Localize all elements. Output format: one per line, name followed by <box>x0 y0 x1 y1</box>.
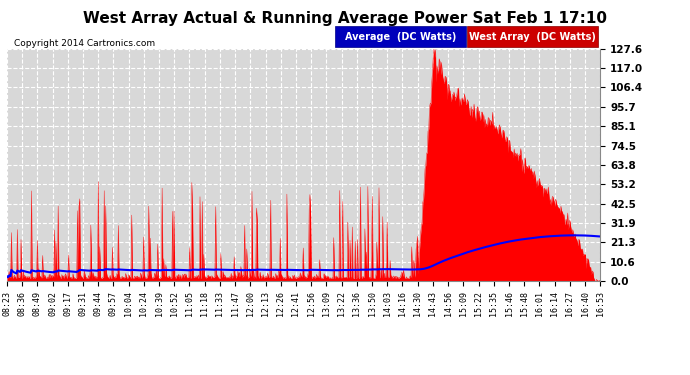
FancyBboxPatch shape <box>467 26 598 47</box>
Text: West Array Actual & Running Average Power Sat Feb 1 17:10: West Array Actual & Running Average Powe… <box>83 11 607 26</box>
Text: Copyright 2014 Cartronics.com: Copyright 2014 Cartronics.com <box>14 39 155 48</box>
Text: West Array  (DC Watts): West Array (DC Watts) <box>469 32 596 42</box>
FancyBboxPatch shape <box>335 26 466 47</box>
Text: Average  (DC Watts): Average (DC Watts) <box>344 32 456 42</box>
